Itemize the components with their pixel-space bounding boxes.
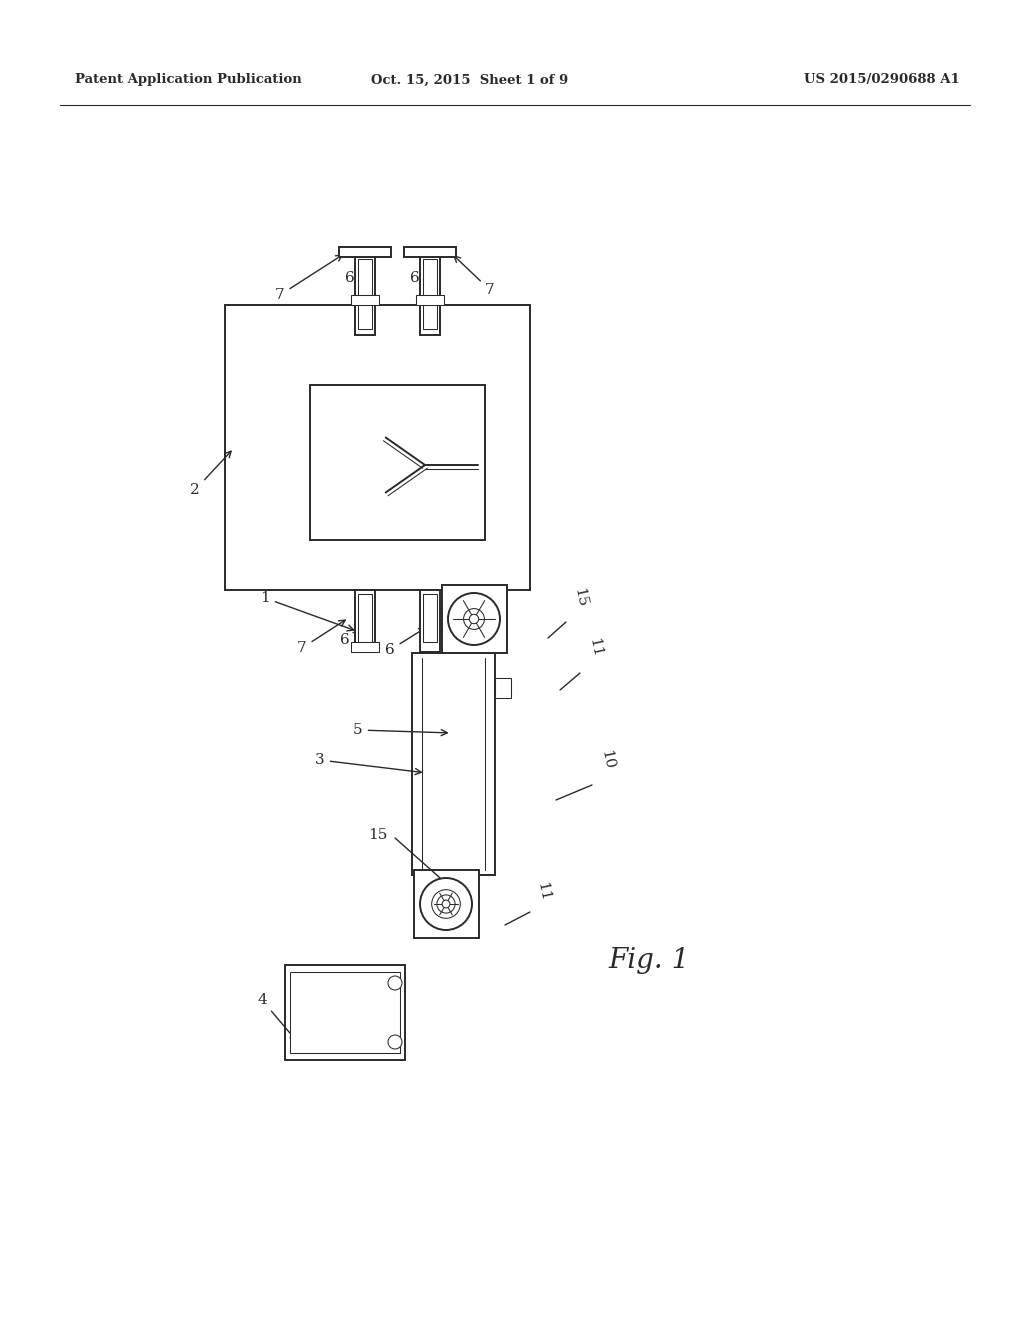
Bar <box>423 594 437 642</box>
Bar <box>412 653 495 875</box>
Text: 4: 4 <box>257 993 296 1040</box>
Bar <box>416 294 444 305</box>
Bar <box>351 642 379 652</box>
Text: 15: 15 <box>571 587 589 609</box>
Text: 7: 7 <box>297 620 345 655</box>
Circle shape <box>464 609 484 630</box>
Circle shape <box>437 895 455 913</box>
Text: 6: 6 <box>385 628 425 657</box>
Circle shape <box>442 900 450 908</box>
Bar <box>423 259 437 329</box>
Text: 7: 7 <box>275 255 342 302</box>
Text: 7: 7 <box>455 256 495 297</box>
Bar <box>310 385 485 540</box>
Bar <box>290 972 400 1053</box>
Text: 10: 10 <box>598 748 615 771</box>
Bar <box>351 294 379 305</box>
Text: 5: 5 <box>353 723 447 737</box>
Text: 6: 6 <box>345 261 361 285</box>
Text: 15: 15 <box>369 828 388 842</box>
Bar <box>355 590 375 652</box>
Text: 6: 6 <box>340 632 359 647</box>
Text: 1: 1 <box>260 591 353 631</box>
Text: US 2015/0290688 A1: US 2015/0290688 A1 <box>804 74 961 87</box>
Text: 11: 11 <box>535 880 552 903</box>
Bar <box>420 257 440 335</box>
Circle shape <box>449 593 500 645</box>
Text: 3: 3 <box>315 752 421 775</box>
Bar <box>358 259 372 329</box>
Text: 11: 11 <box>586 638 604 659</box>
Bar <box>495 678 511 698</box>
Bar <box>339 247 391 257</box>
Bar <box>285 965 406 1060</box>
Circle shape <box>469 614 478 623</box>
Bar <box>414 870 479 939</box>
Text: Fig. 1: Fig. 1 <box>608 946 689 974</box>
Bar <box>420 590 440 652</box>
Bar <box>355 257 375 335</box>
Bar <box>442 585 507 653</box>
Text: Oct. 15, 2015  Sheet 1 of 9: Oct. 15, 2015 Sheet 1 of 9 <box>372 74 568 87</box>
Circle shape <box>388 1035 402 1049</box>
Circle shape <box>432 890 461 919</box>
Bar <box>225 305 530 590</box>
Text: Patent Application Publication: Patent Application Publication <box>75 74 302 87</box>
Circle shape <box>388 975 402 990</box>
Bar <box>358 594 372 642</box>
Bar <box>404 247 456 257</box>
Text: 6: 6 <box>411 261 427 285</box>
Text: 2: 2 <box>190 451 231 498</box>
Circle shape <box>420 878 472 931</box>
